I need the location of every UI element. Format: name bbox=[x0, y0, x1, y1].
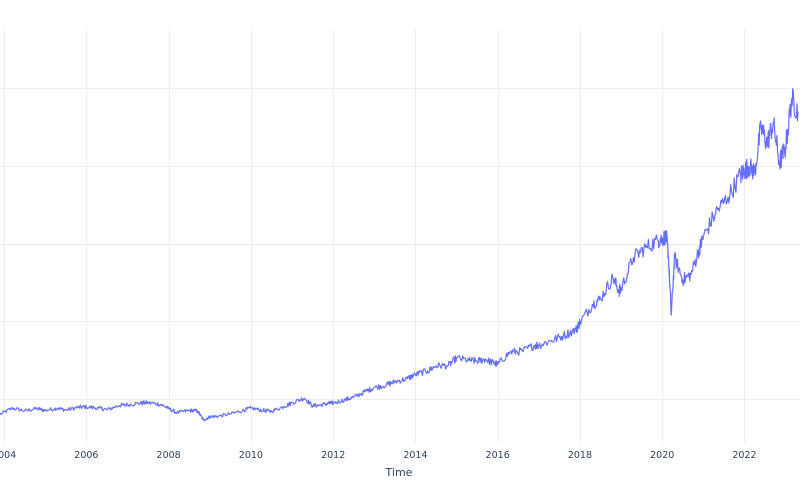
x-tick-label: 2018 bbox=[568, 450, 592, 461]
series-line bbox=[0, 88, 799, 422]
x-tick-label: 2010 bbox=[239, 450, 263, 461]
x-gridlines bbox=[4, 30, 745, 442]
x-tick-label: 2022 bbox=[732, 450, 756, 461]
y-gridlines bbox=[0, 88, 800, 400]
x-tick-labels: 2004 2006 2008 2010 2012 2014 2016 2018 2020 2022 bbox=[0, 450, 757, 461]
x-tick-label: 2004 bbox=[0, 450, 16, 461]
x-tick-label: 2012 bbox=[321, 450, 345, 461]
x-tick-label: 2006 bbox=[74, 450, 98, 461]
x-tick-label: 2016 bbox=[486, 450, 510, 461]
series-layer bbox=[0, 88, 799, 422]
x-tick-label: 2014 bbox=[403, 450, 427, 461]
x-axis-title: Time bbox=[385, 466, 413, 479]
x-tick-label: 2020 bbox=[650, 450, 674, 461]
x-tick-label: 2008 bbox=[157, 450, 181, 461]
